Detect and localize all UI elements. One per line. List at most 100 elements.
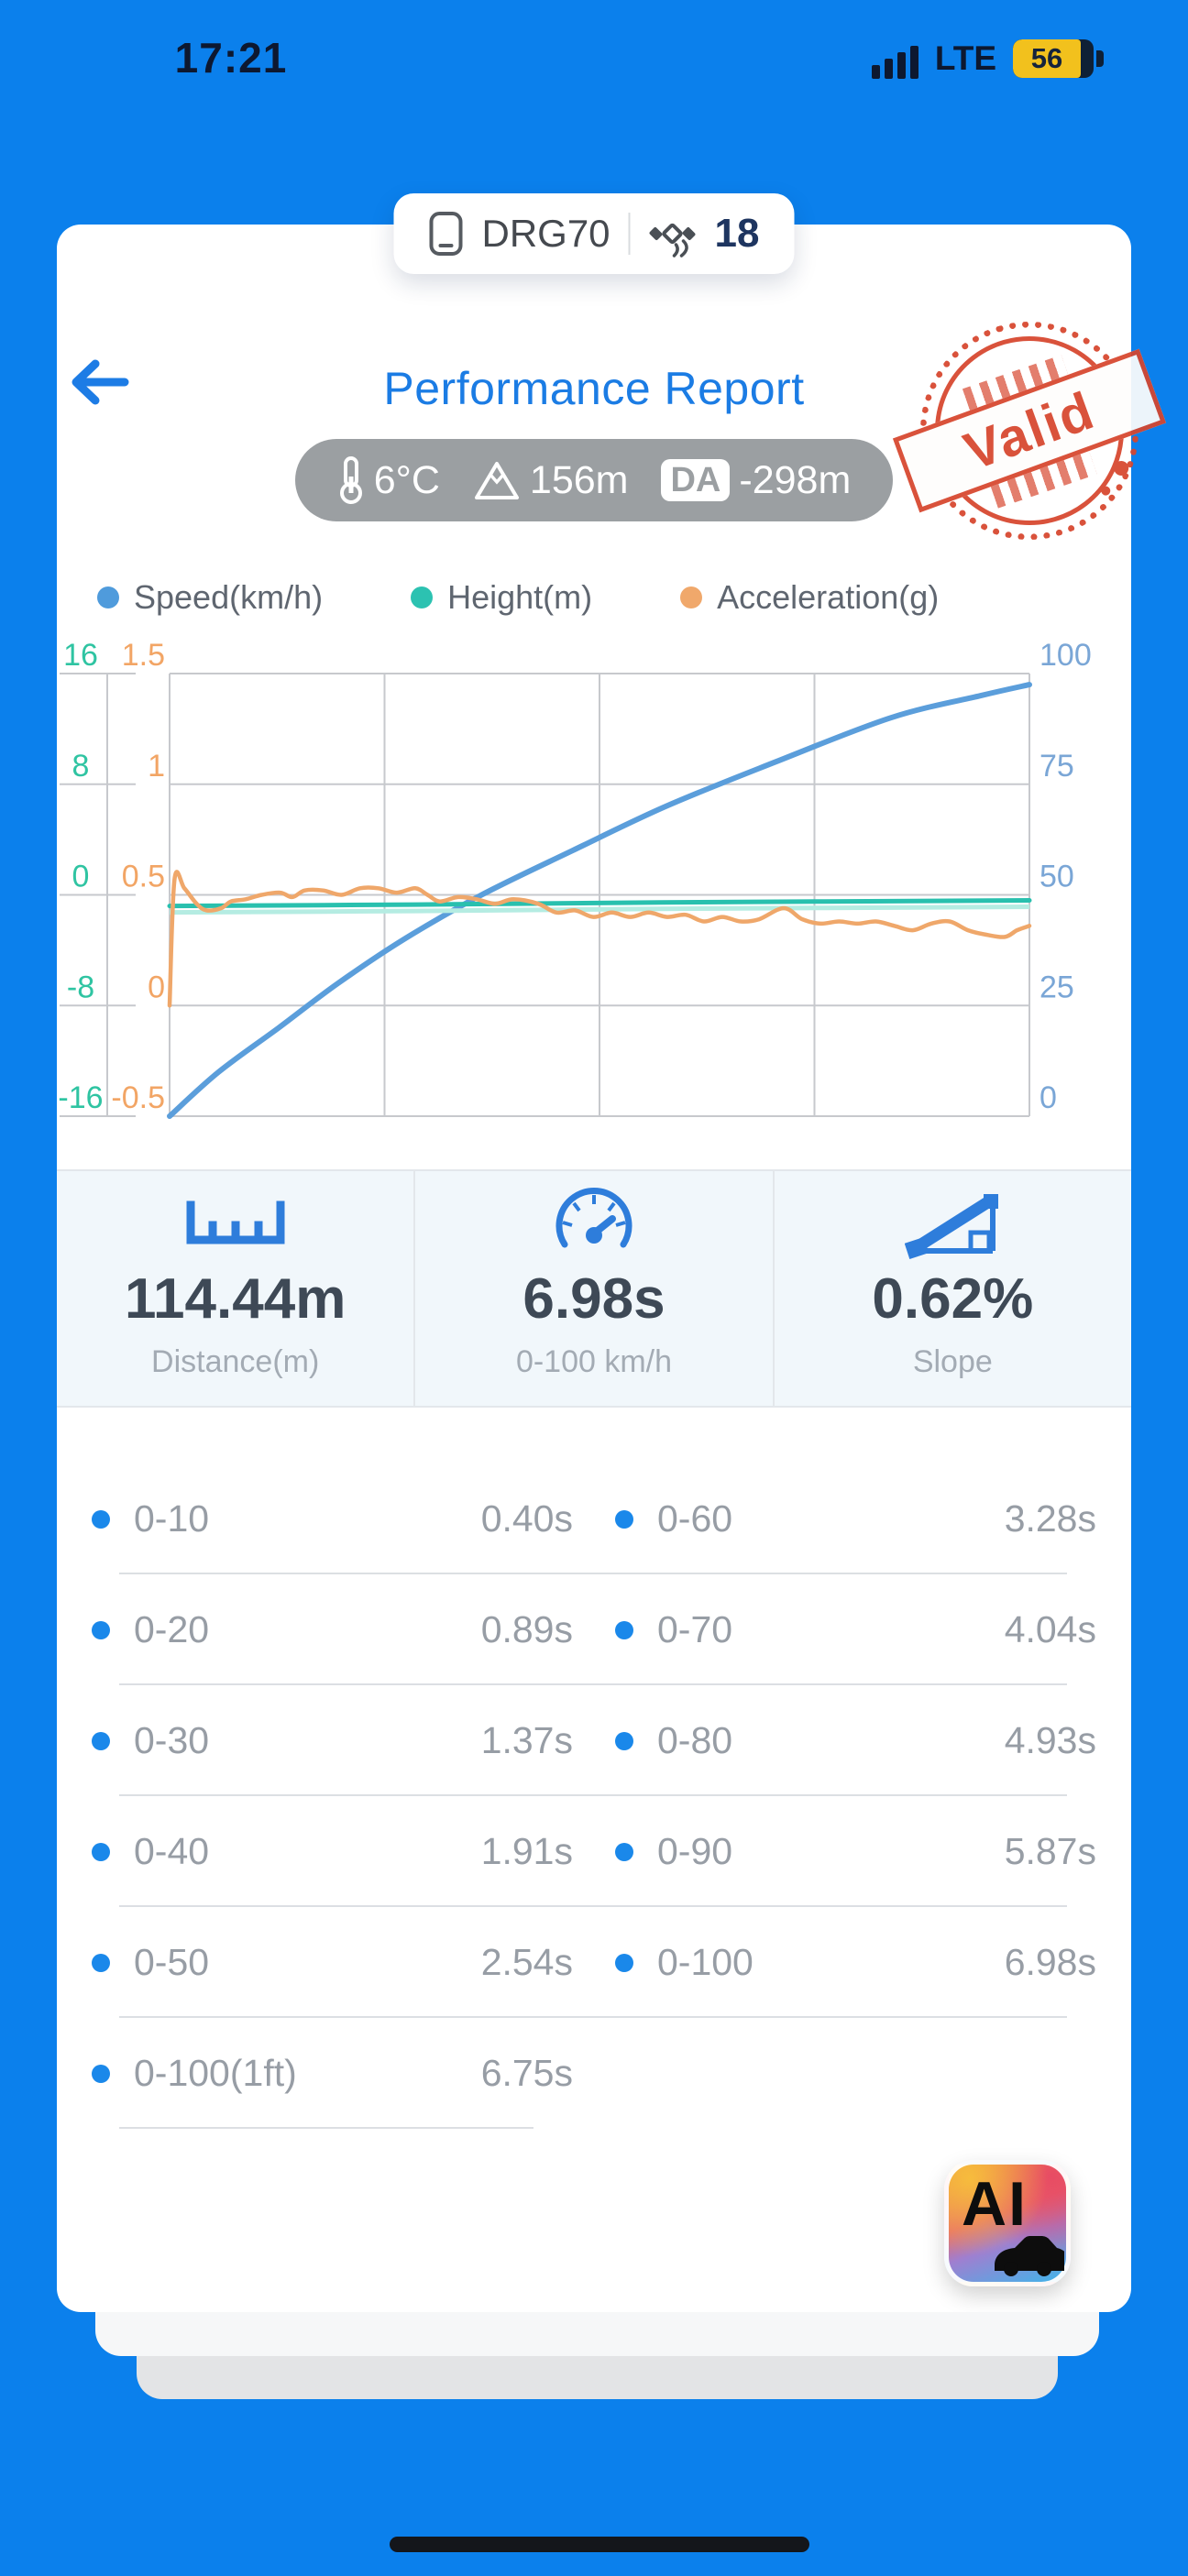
device-status-pill[interactable]: DRG70 18 bbox=[393, 193, 795, 274]
height-dot-icon bbox=[411, 586, 434, 608]
temperature-value: 6°C bbox=[373, 457, 440, 502]
status-time: 17:21 bbox=[174, 34, 288, 82]
svg-text:-0.5: -0.5 bbox=[111, 1080, 165, 1115]
table-row: 0-40 1.91s 0-90 5.87s bbox=[92, 1796, 1096, 1907]
density-altitude-item: DA -298m bbox=[661, 458, 851, 503]
bullet-icon bbox=[92, 1731, 110, 1750]
altitude-value: 156m bbox=[529, 457, 629, 502]
environment-pill: 6°C 156m DA -298m bbox=[294, 439, 894, 521]
table-row: 0-10 0.40s 0-60 3.28s bbox=[92, 1463, 1096, 1574]
battery-percent: 56 bbox=[1030, 42, 1063, 74]
time-value: 0.40s bbox=[480, 1497, 573, 1540]
svg-text:1.5: 1.5 bbox=[122, 639, 165, 673]
bullet-icon bbox=[92, 1842, 110, 1861]
split-times-table: 0-10 0.40s 0-60 3.28s 0-20 0.89s 0-70 4.04s 0-30… bbox=[92, 1463, 1096, 2129]
device-name: DRG70 bbox=[481, 212, 610, 255]
ruler-icon bbox=[182, 1193, 290, 1254]
svg-text:50: 50 bbox=[1040, 860, 1074, 894]
time-value: 0.89s bbox=[480, 1608, 573, 1650]
slope-label: Slope bbox=[912, 1344, 993, 1379]
time-cell: 0-100(1ft) 6.75s bbox=[92, 2018, 573, 2129]
time-cell: 0-90 5.87s bbox=[615, 1796, 1096, 1907]
stacked-card-layer-1 bbox=[95, 2312, 1099, 2356]
svg-text:75: 75 bbox=[1040, 749, 1074, 784]
report-card: DRG70 18 Performance Report Valid bbox=[57, 193, 1167, 2312]
time-cell: 0-100 6.98s bbox=[615, 1907, 1096, 2018]
time-cell: 0-60 3.28s bbox=[615, 1463, 1096, 1574]
ai-analysis-button[interactable]: AI bbox=[944, 2160, 1071, 2286]
distance-value: 114.44m bbox=[124, 1267, 346, 1331]
table-row: 0-100(1ft) 6.75s bbox=[92, 2018, 1096, 2129]
svg-text:0: 0 bbox=[1040, 1080, 1057, 1115]
svg-text:16: 16 bbox=[63, 639, 98, 673]
bullet-icon bbox=[92, 1509, 110, 1529]
slope-value: 0.62% bbox=[872, 1267, 1034, 1331]
time-value: 1.91s bbox=[480, 1830, 573, 1872]
stat-zero-to-hundred: 6.98s 0-100 km/h bbox=[413, 1171, 772, 1406]
ai-button-label: AI bbox=[962, 2169, 1028, 2239]
svg-text:1: 1 bbox=[148, 749, 165, 784]
speedometer-icon bbox=[552, 1188, 636, 1254]
status-icons: LTE 56 bbox=[871, 38, 1104, 79]
acceleration-dot-icon bbox=[680, 586, 703, 608]
page-title: Performance Report bbox=[383, 363, 805, 414]
table-row: 0-50 2.54s 0-100 6.98s bbox=[92, 1907, 1096, 2018]
range-label: 0-70 bbox=[657, 1608, 733, 1650]
device-icon bbox=[429, 212, 463, 256]
time-value: 6.98s bbox=[1004, 1941, 1096, 1983]
bullet-icon bbox=[92, 1953, 110, 1972]
time-value: 6.75s bbox=[480, 2052, 573, 2094]
time-cell: 0-30 1.37s bbox=[92, 1685, 573, 1796]
range-label: 0-40 bbox=[134, 1830, 210, 1872]
bullet-icon bbox=[92, 1620, 110, 1639]
svg-text:-16: -16 bbox=[58, 1080, 103, 1115]
svg-text:100: 100 bbox=[1040, 639, 1092, 673]
bullet-icon bbox=[615, 1620, 633, 1639]
time-cell: 0-80 4.93s bbox=[615, 1685, 1096, 1796]
pill-divider bbox=[628, 213, 631, 255]
svg-text:0.5: 0.5 bbox=[122, 860, 165, 894]
svg-text:0: 0 bbox=[72, 860, 90, 894]
time-cell: 0-10 0.40s bbox=[92, 1463, 573, 1574]
stacked-card-layer-2 bbox=[137, 2356, 1058, 2399]
home-indicator[interactable] bbox=[390, 2537, 809, 2552]
time-value: 4.93s bbox=[1004, 1719, 1096, 1761]
range-label: 0-10 bbox=[134, 1497, 210, 1540]
range-label: 0-80 bbox=[657, 1719, 733, 1761]
range-label: 0-100 bbox=[657, 1941, 754, 1983]
thermometer-icon bbox=[339, 456, 362, 504]
time-value: 4.04s bbox=[1004, 1608, 1096, 1650]
signal-bars-icon bbox=[871, 38, 918, 79]
range-label: 0-90 bbox=[657, 1830, 733, 1872]
svg-text:-8: -8 bbox=[67, 970, 94, 1004]
performance-chart: 16 8 0 -8 -16 1.5 1 0.5 0 -0.5 100 75 50 25 0 bbox=[57, 638, 1131, 1152]
slope-icon bbox=[905, 1193, 1000, 1259]
summary-stats: 114.44m Distance(m) 6.98s 0 bbox=[57, 1169, 1131, 1408]
network-type: LTE bbox=[934, 39, 996, 77]
legend-item-height: Height(m) bbox=[411, 578, 592, 617]
range-label: 0-60 bbox=[657, 1497, 733, 1540]
bullet-icon bbox=[615, 1842, 633, 1861]
mountain-icon bbox=[474, 462, 519, 499]
zero-to-hundred-label: 0-100 km/h bbox=[515, 1344, 673, 1379]
legend-item-speed: Speed(km/h) bbox=[97, 578, 323, 617]
speed-dot-icon bbox=[97, 586, 119, 608]
back-arrow-icon[interactable] bbox=[68, 356, 132, 408]
ai-car-icon bbox=[995, 2236, 1064, 2276]
svg-text:0: 0 bbox=[148, 970, 165, 1004]
distance-label: Distance(m) bbox=[151, 1344, 320, 1379]
stat-slope: 0.62% Slope bbox=[772, 1171, 1131, 1406]
bullet-icon bbox=[615, 1953, 633, 1972]
stat-distance: 114.44m Distance(m) bbox=[57, 1171, 413, 1406]
table-row: 0-30 1.37s 0-80 4.93s bbox=[92, 1685, 1096, 1796]
range-label: 0-100(1ft) bbox=[134, 2052, 297, 2094]
time-cell: 0-40 1.91s bbox=[92, 1796, 573, 1907]
satellite-icon bbox=[649, 223, 696, 258]
bullet-icon bbox=[615, 1509, 633, 1529]
temperature-item: 6°C bbox=[337, 455, 440, 506]
satellite-count: 18 bbox=[714, 211, 760, 256]
range-label: 0-50 bbox=[134, 1941, 210, 1983]
range-label: 0-30 bbox=[134, 1719, 210, 1761]
time-cell: 0-50 2.54s bbox=[92, 1907, 573, 2018]
